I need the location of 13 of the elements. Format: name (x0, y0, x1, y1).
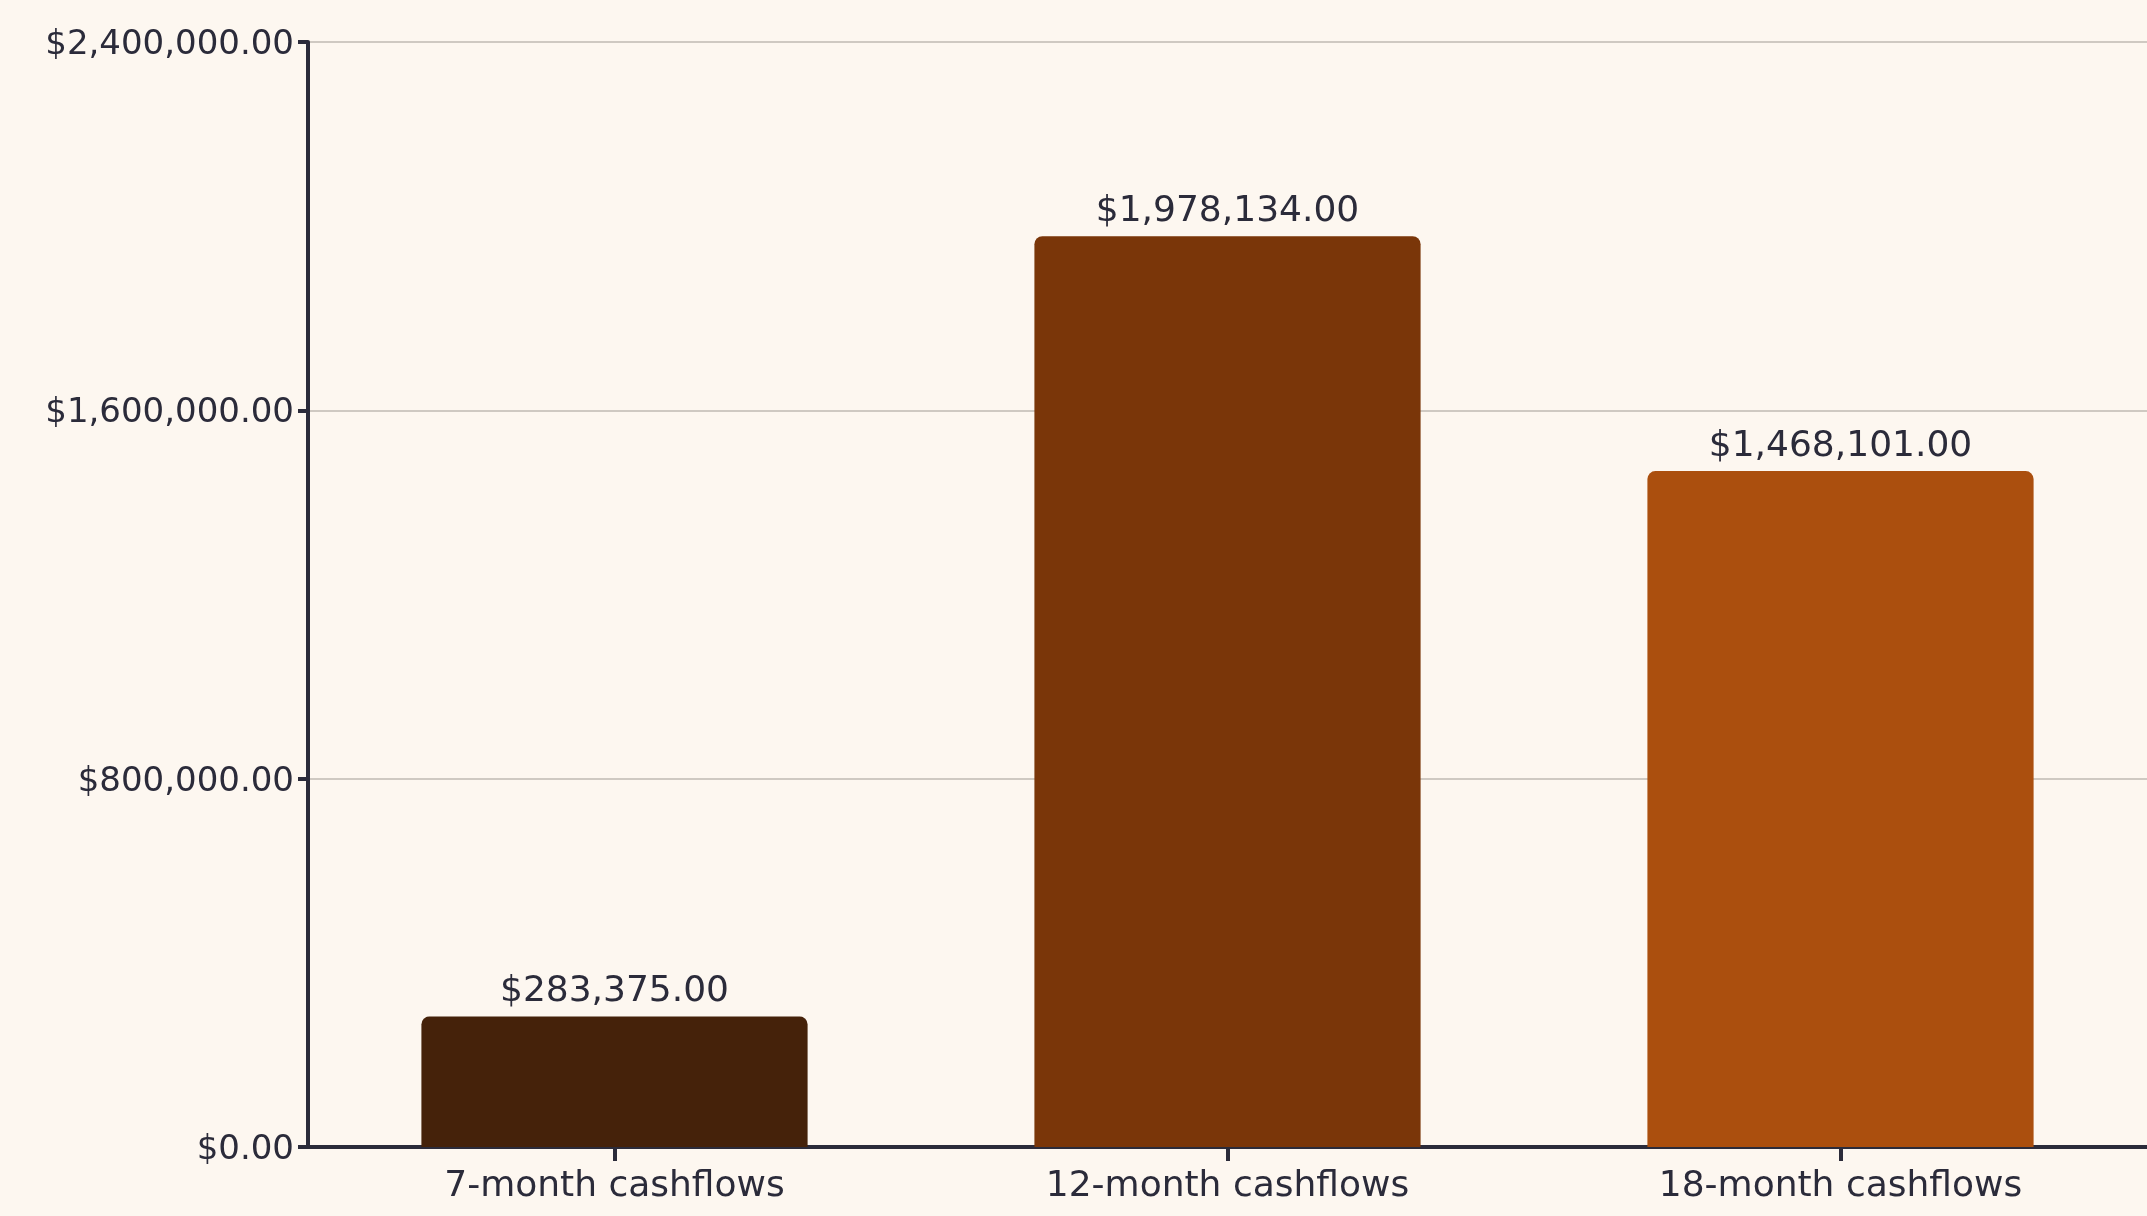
data-label: $1,978,134.00 (1095, 187, 1360, 229)
x-tick-label: 7-month cashflows (444, 1162, 785, 1204)
y-tick-label: $800,000.00 (77, 758, 294, 799)
y-tick-label: $1,600,000.00 (45, 390, 294, 431)
bar (1034, 236, 1421, 1147)
data-label: $283,375.00 (499, 968, 730, 1010)
bar (1647, 471, 2034, 1147)
y-tick-label: $0.00 (196, 1127, 294, 1167)
x-tick-label: 18-month cashflows (1658, 1162, 2023, 1204)
bar (421, 1016, 808, 1147)
y-tick-label: $2,400,000.00 (45, 22, 294, 62)
data-label: $1,468,101.00 (1708, 422, 1973, 464)
x-tick-label: 12-month cashflows (1045, 1162, 1410, 1204)
